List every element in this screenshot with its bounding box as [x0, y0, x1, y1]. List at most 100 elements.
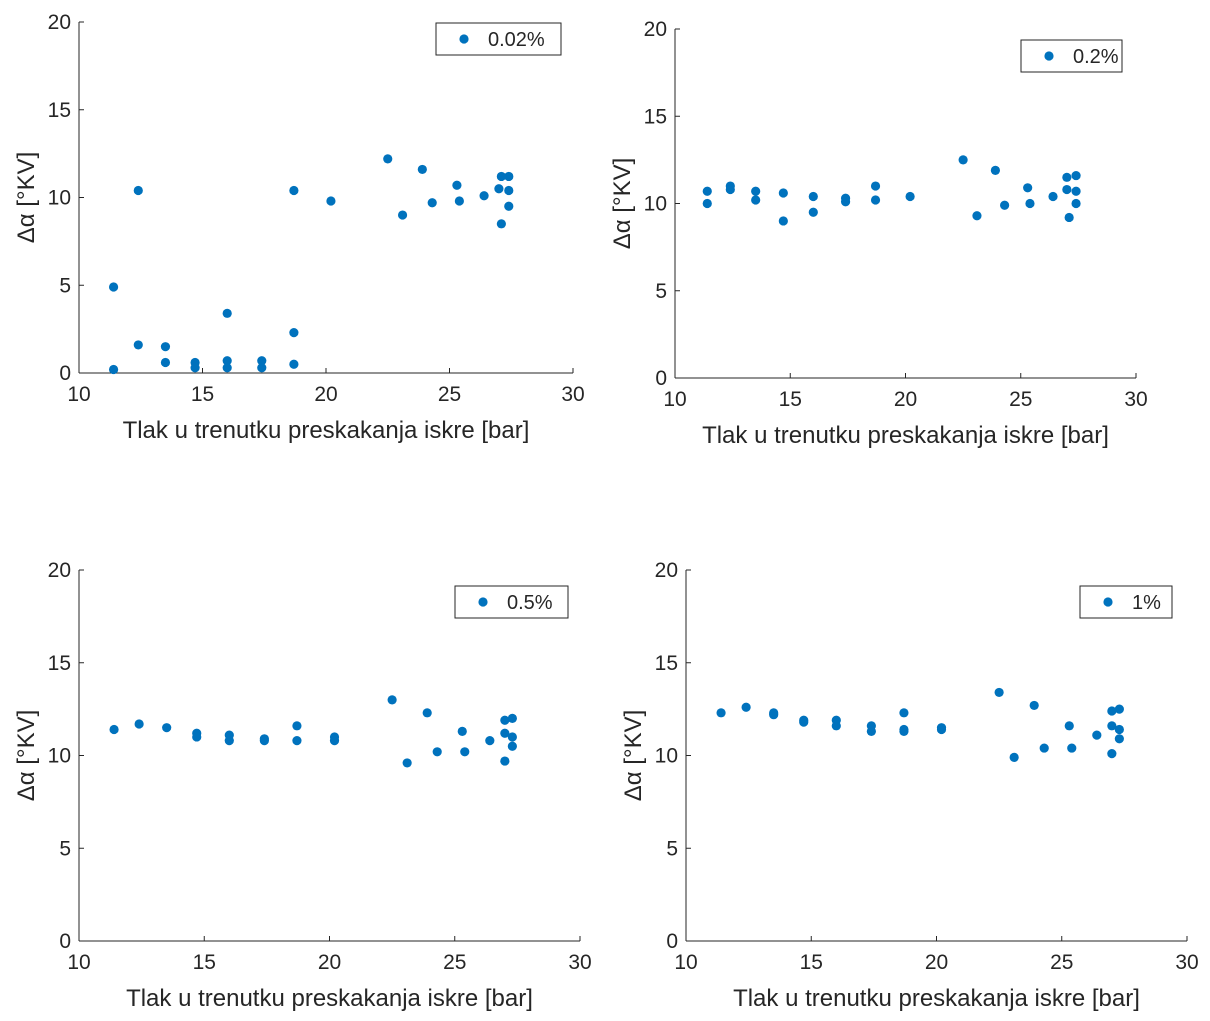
data-point	[751, 186, 761, 196]
data-point	[1067, 743, 1077, 753]
legend-label: 0.02%	[488, 29, 545, 51]
legend-box	[435, 22, 562, 56]
data-point	[289, 359, 299, 369]
legend-marker	[459, 34, 469, 44]
data-point	[702, 198, 712, 209]
data-point	[1107, 749, 1117, 759]
data-point	[417, 164, 427, 175]
data-point	[778, 216, 788, 226]
data-point	[507, 732, 517, 742]
data-point	[972, 211, 982, 221]
data-point	[432, 747, 442, 757]
x-tick-label: 30	[1124, 388, 1147, 411]
legend: 0.02%	[435, 22, 562, 56]
legend-box	[454, 585, 569, 619]
data-point	[1114, 704, 1124, 714]
data-point	[1039, 743, 1049, 753]
data-point	[899, 708, 909, 718]
data-point	[422, 708, 432, 718]
data-point	[905, 191, 915, 202]
data-point	[133, 185, 143, 196]
subplot-4: 10 15 20 25 30 0 5 10 15 20 Tlak u trenutku preska…	[620, 559, 1199, 1012]
y-axis-label: Δα [°KV]	[609, 158, 636, 250]
data-point	[1071, 170, 1081, 181]
data-point	[751, 195, 761, 205]
y-tick-label: 0	[666, 930, 678, 953]
data-point	[507, 741, 517, 751]
data-point	[162, 723, 172, 733]
y-tick-label: 20	[644, 18, 667, 41]
x-tick-label: 15	[800, 951, 823, 974]
x-axis-label: Tlak u trenutku preskakanja iskre [bar]	[126, 985, 533, 1012]
data-point	[259, 736, 269, 746]
x-tick-label: 30	[561, 383, 584, 406]
data-point	[1000, 200, 1010, 210]
data-point	[1023, 183, 1033, 193]
data-point	[840, 197, 851, 207]
data-point	[1107, 721, 1117, 731]
x-tick-label: 30	[568, 951, 591, 974]
x-tick-label: 15	[193, 951, 216, 974]
data-point	[460, 747, 470, 757]
legend: 0.2%	[1020, 39, 1123, 73]
legend-box	[1020, 39, 1123, 73]
data-point	[190, 363, 200, 373]
y-tick-label: 15	[48, 652, 71, 675]
data-point	[257, 356, 267, 366]
data-point	[504, 201, 514, 211]
data-point	[1062, 184, 1072, 195]
data-point	[808, 207, 818, 217]
y-axis-label: Δα [°KV]	[620, 710, 647, 802]
data-point	[741, 702, 751, 712]
data-point	[1025, 198, 1035, 209]
data-point	[1029, 700, 1039, 711]
y-tick-label: 10	[655, 745, 678, 768]
data-point	[778, 188, 788, 198]
subplot-2: 10 15 20 25 30 0 5 10 15 20 Tlak u trenutku preska…	[609, 18, 1148, 449]
y-tick-label: 0	[59, 930, 71, 953]
data-point	[507, 713, 517, 724]
data-point	[326, 196, 336, 206]
data-point	[383, 154, 393, 164]
subplot-3: 10 15 20 25 30 0 5 10 15 20 Tlak u trenutku preska…	[13, 559, 592, 1012]
data-point	[1071, 198, 1081, 209]
x-tick-label: 25	[443, 951, 466, 974]
x-tick-label: 15	[191, 383, 214, 406]
data-point	[1064, 721, 1074, 731]
x-tick-label: 30	[1175, 951, 1198, 974]
x-tick-label: 25	[1009, 388, 1032, 411]
subplot-1: 10 15 20 25 30 0 5 10 15 20 Tlak u trenutku preska…	[13, 11, 585, 444]
data-point	[831, 721, 841, 731]
y-tick-label: 15	[655, 652, 678, 675]
x-axis-label: Tlak u trenutku preskakanja iskre [bar]	[733, 985, 1140, 1012]
x-tick-label: 10	[67, 383, 90, 406]
y-tick-label: 20	[655, 559, 678, 582]
y-tick-label: 5	[655, 280, 667, 303]
legend-label: 0.2%	[1073, 46, 1119, 68]
data-point	[289, 185, 299, 196]
data-point	[222, 356, 232, 366]
y-tick-label: 10	[48, 745, 71, 768]
data-point	[1092, 730, 1102, 740]
data-point	[958, 155, 968, 165]
legend: 0.5%	[454, 585, 569, 619]
data-point	[457, 726, 467, 736]
y-tick-label: 5	[666, 837, 678, 860]
x-tick-label: 15	[779, 388, 802, 411]
data-point	[134, 719, 144, 729]
data-point	[500, 756, 510, 766]
data-point	[494, 184, 504, 194]
legend-marker	[1044, 51, 1054, 61]
data-point	[716, 708, 726, 718]
data-point	[994, 687, 1004, 698]
y-tick-label: 15	[644, 105, 667, 128]
x-tick-label: 20	[314, 383, 337, 406]
data-point	[452, 180, 462, 190]
data-point	[485, 736, 495, 746]
data-point	[504, 171, 514, 182]
data-point	[500, 715, 510, 725]
data-point	[496, 219, 506, 229]
legend: 1%	[1079, 585, 1173, 619]
data-point	[1064, 212, 1074, 223]
